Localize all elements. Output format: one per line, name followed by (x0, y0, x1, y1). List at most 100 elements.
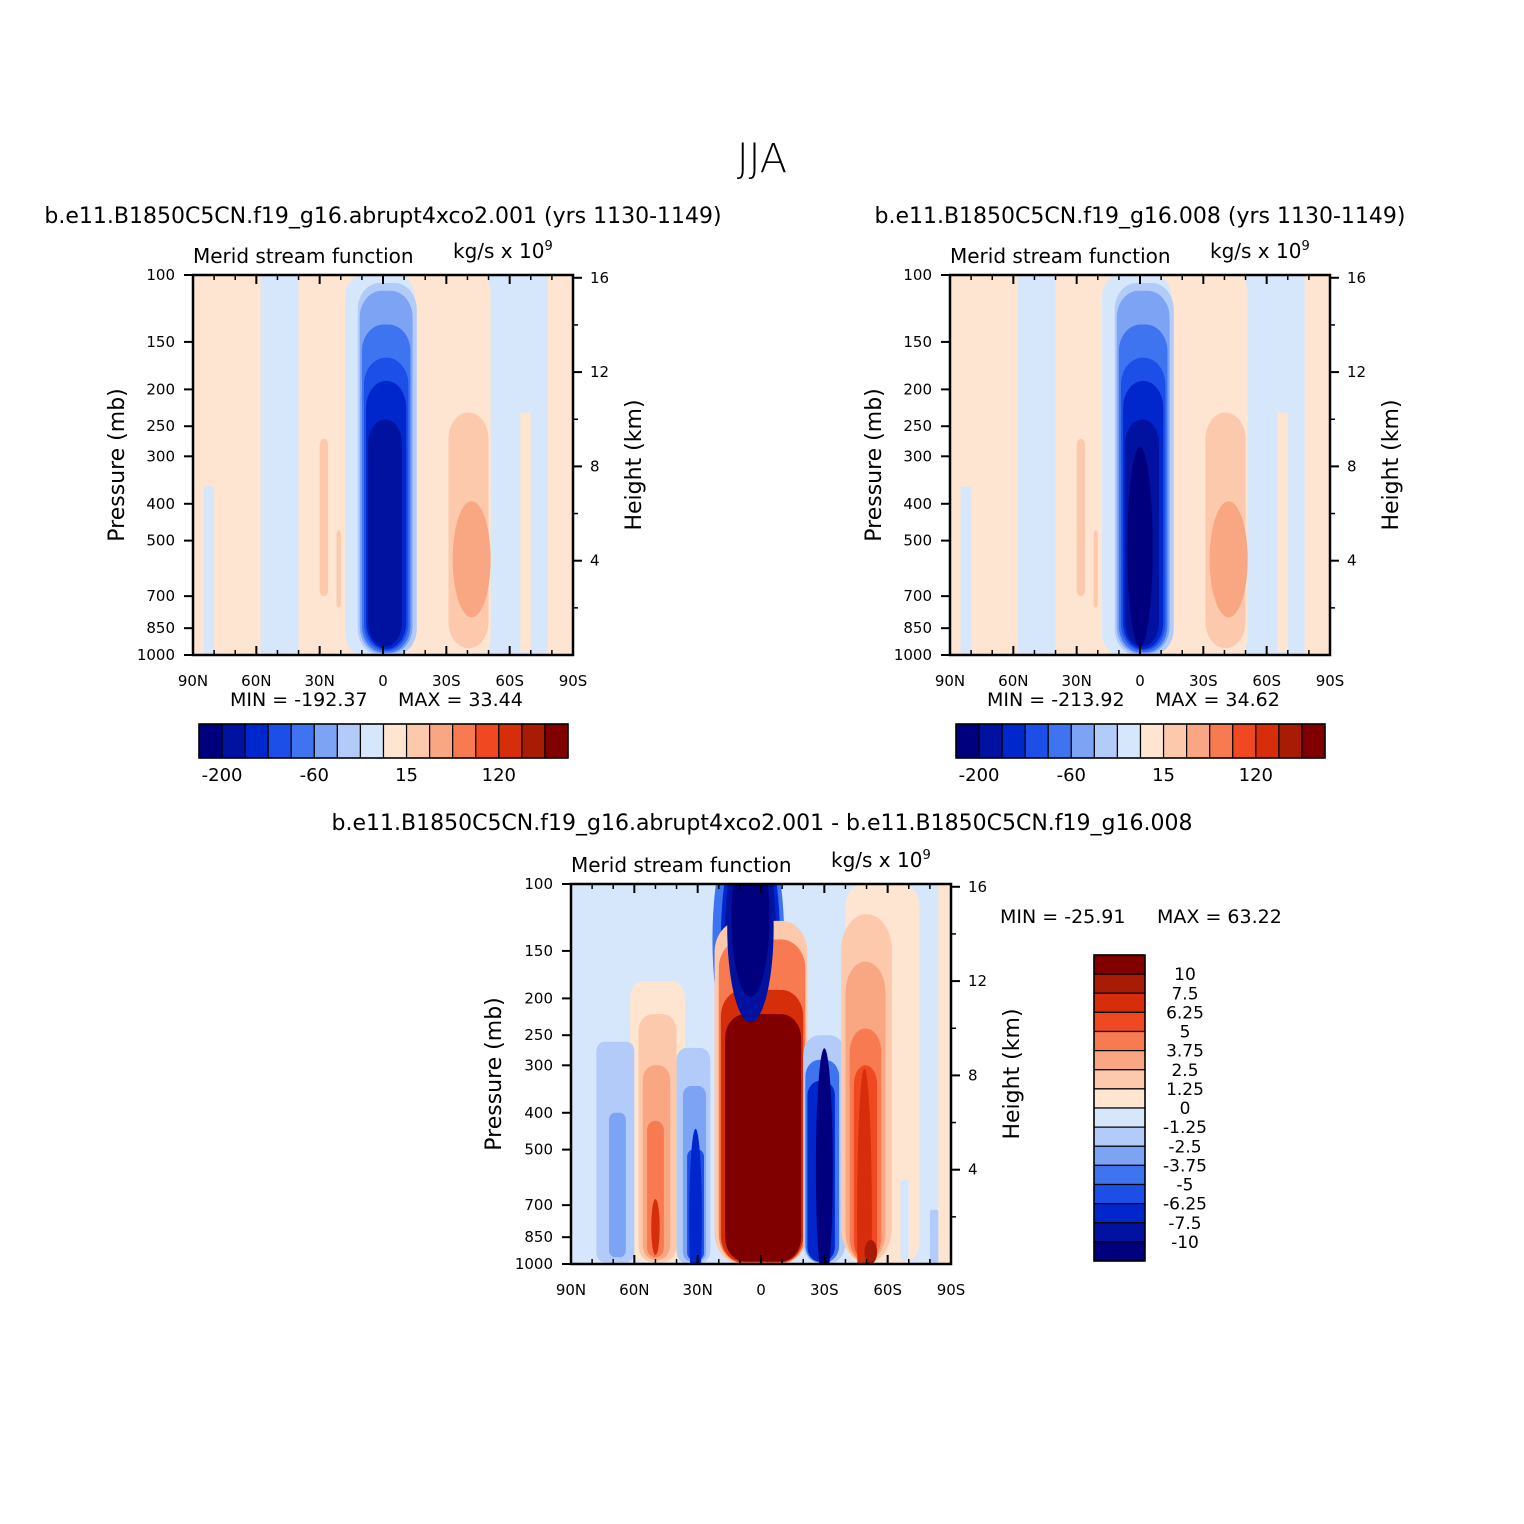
x-tick-label: 30N (305, 672, 335, 690)
panel-left-plot (193, 275, 573, 655)
colorbar-swatch (1139, 723, 1165, 759)
y-tick-label: 1000 (137, 646, 175, 664)
colorbar-label: -60 (300, 765, 329, 786)
contour-pos-core (452, 501, 491, 618)
colorbar-label: 10 (1174, 965, 1196, 985)
panel-right-ylabel-right: Height (km) (1379, 399, 1404, 530)
colorbar-swatch (1093, 1050, 1146, 1071)
y-tick-label: 850 (524, 1228, 553, 1246)
colorbar-swatch (336, 723, 362, 759)
contour-neg-light (203, 486, 215, 655)
colorbar-swatch (1093, 1145, 1146, 1166)
colorbar-swatch (452, 723, 477, 759)
colorbar-swatch (1093, 973, 1146, 994)
colorbar-label: 120 (1239, 765, 1273, 786)
y-tick-label: 150 (524, 942, 553, 960)
x-tick-label: 90S (937, 1281, 966, 1299)
colorbar-label: -60 (1057, 765, 1086, 786)
panel-right-ylabel: Pressure (mb) (862, 388, 887, 542)
colorbar-swatch (1116, 723, 1142, 759)
x-tick-label: 60N (241, 672, 271, 690)
contour-pos-strip (1076, 438, 1086, 597)
y-tick-label: 300 (146, 447, 175, 465)
colorbar-label: -200 (959, 765, 1000, 786)
contour-neg (609, 1112, 626, 1258)
contour-pos-strip (319, 438, 329, 597)
x-tick-label: 60S (873, 1281, 902, 1299)
colorbar-swatch (475, 723, 500, 759)
colorbar-swatch (1093, 1241, 1146, 1262)
panel-left-subtitle: Merid stream function (193, 244, 414, 268)
y-tick-label: 250 (903, 417, 932, 435)
colorbar-frame (955, 723, 1326, 759)
contour-neg-light (960, 486, 972, 655)
colorbar-swatch (1209, 723, 1234, 759)
y-tick-label: 500 (524, 1141, 553, 1159)
y-tick-label: 500 (903, 532, 932, 550)
panel-right-plot (950, 275, 1330, 655)
panel-right: b.e11.B1850C5CN.f19_g16.008 (yrs 1130-11… (862, 204, 1406, 786)
panel-left-units: kg/s x 109 (453, 239, 553, 263)
panel-right-units: kg/s x 109 (1210, 239, 1310, 263)
colorbar-label: 3.75 (1166, 1042, 1204, 1062)
colorbar-swatch (382, 723, 408, 759)
colorbar-swatch (1093, 723, 1119, 759)
y2-tick-label: 4 (968, 1161, 978, 1179)
colorbar-swatch (1093, 1088, 1146, 1109)
y-tick-label: 100 (903, 266, 932, 284)
colorbar-label: -6.25 (1163, 1195, 1207, 1215)
y-tick-label: 300 (903, 447, 932, 465)
x-tick-label: 30S (432, 672, 461, 690)
colorbar-label: 0 (1180, 1099, 1191, 1119)
colorbar-swatch (1093, 1222, 1146, 1243)
y2-tick-label: 8 (590, 457, 600, 475)
x-tick-label: 90S (1316, 672, 1345, 690)
colorbar-swatch (1093, 954, 1146, 975)
contour-neg-core (815, 1048, 833, 1264)
y-tick-label: 700 (146, 587, 175, 605)
colorbar-label: -200 (202, 765, 243, 786)
colorbar-frame (198, 723, 569, 759)
colorbar-swatch (521, 723, 546, 759)
panel-right-max: MAX = 34.62 (1155, 689, 1280, 711)
colorbar-swatch (1093, 1107, 1146, 1128)
colorbar-swatch (1070, 723, 1095, 759)
panel-diff-units: kg/s x 109 (831, 848, 931, 872)
colorbar-label: -3.75 (1163, 1156, 1207, 1176)
colorbar-swatch (1093, 1126, 1146, 1147)
x-tick-label: 90N (935, 672, 965, 690)
panel-diff-min: MIN = -25.91 (1000, 906, 1125, 928)
contour-pos-light (547, 275, 573, 655)
y-tick-label: 500 (146, 532, 175, 550)
y-tick-label: 1000 (515, 1255, 553, 1273)
y-tick-label: 150 (903, 333, 932, 351)
contour-neg-core (1127, 447, 1153, 648)
y2-tick-label: 16 (1347, 269, 1366, 287)
y-tick-label: 400 (524, 1104, 553, 1122)
colorbar-swatch (1047, 723, 1072, 759)
panel-left-max: MAX = 33.44 (398, 689, 523, 711)
colorbar-label: -2.5 (1168, 1137, 1201, 1157)
colorbar-swatch (1093, 1164, 1146, 1186)
y2-tick-label: 12 (1347, 363, 1366, 381)
colorbar-swatch (1278, 723, 1303, 759)
contour-neg-light (260, 275, 299, 655)
y-tick-label: 250 (524, 1026, 553, 1044)
panel-right-axes: 90N 60N 30N 0 30S 60S 90S 100 150 200 250 300 400 500… (894, 266, 1366, 690)
colorbar-swatch (1093, 1183, 1146, 1205)
contour-pos-light (1304, 275, 1330, 655)
x-tick-label: 60S (1252, 672, 1281, 690)
y-tick-label: 250 (146, 417, 175, 435)
colorbar-label: -7.5 (1168, 1214, 1201, 1234)
colorbar-label: -10 (1171, 1233, 1199, 1253)
y-tick-label: 200 (146, 380, 175, 398)
y-tick-label: 700 (903, 587, 932, 605)
y2-tick-label: 16 (590, 269, 609, 287)
y-tick-label: 300 (524, 1056, 553, 1074)
contour-pos-core (864, 1240, 878, 1264)
contour-pos-light (938, 884, 951, 1264)
panel-diff-colorbar: 107.56.2553.752.51.250-1.25-2.5-3.75-5-6… (1093, 954, 1207, 1262)
colorbar-swatch (244, 723, 269, 759)
contour-neg-light (900, 1179, 909, 1262)
colorbar-label: 5 (1180, 1023, 1191, 1043)
